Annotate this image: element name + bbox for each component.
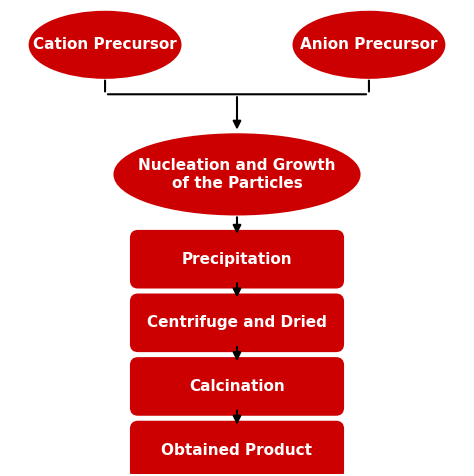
Text: Anion Precursor: Anion Precursor <box>300 37 438 52</box>
Text: Precipitation: Precipitation <box>182 252 292 267</box>
Ellipse shape <box>293 12 444 78</box>
Text: Cation Precursor: Cation Precursor <box>33 37 177 52</box>
Ellipse shape <box>115 134 359 215</box>
Text: Calcination: Calcination <box>189 379 285 394</box>
Text: Obtained Product: Obtained Product <box>162 443 312 457</box>
FancyBboxPatch shape <box>131 231 343 288</box>
FancyBboxPatch shape <box>131 295 343 351</box>
FancyBboxPatch shape <box>131 358 343 415</box>
FancyBboxPatch shape <box>131 422 343 476</box>
Text: Nucleation and Growth
of the Particles: Nucleation and Growth of the Particles <box>138 158 336 190</box>
Text: Centrifuge and Dried: Centrifuge and Dried <box>147 315 327 330</box>
Ellipse shape <box>30 12 181 78</box>
